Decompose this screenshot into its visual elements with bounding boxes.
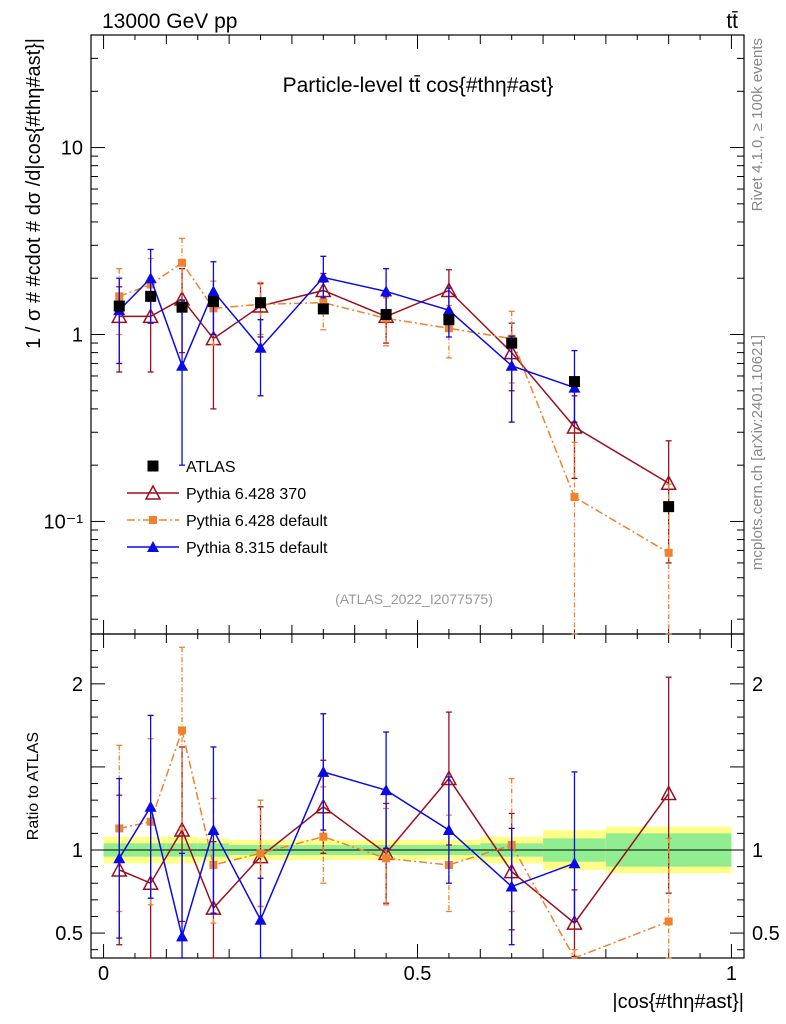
atlas-point	[255, 297, 267, 309]
ratio-pythia-8-315-default-point	[380, 784, 393, 796]
atlas-point	[207, 296, 219, 308]
main-pythia-8-315-default-point	[442, 304, 455, 316]
process-label: tt̄	[726, 10, 738, 33]
ratio-pythia-6-428-370-point	[566, 914, 583, 930]
ratio-pythia-6-428-default-point	[178, 726, 187, 735]
main-pythia-8-315-default-point	[505, 359, 518, 371]
atlas-point	[317, 303, 329, 315]
ratio-plot-frame	[90, 633, 745, 959]
ratio-pythia-8-315-default-point	[442, 824, 455, 836]
main-pythia-6-428-default-point	[178, 258, 187, 267]
legend-label: Pythia 6.428 default	[186, 513, 328, 530]
ratio-pythia-6-428-370-point	[205, 899, 222, 915]
ratio-pythia-6-428-370-point	[173, 821, 191, 837]
main-pythia-6-428-370-point	[566, 418, 583, 434]
x-tick-label: 0	[98, 963, 109, 985]
energy-label: 13000 GeV pp	[102, 10, 237, 33]
main-pythia-8-315-default-point	[144, 272, 157, 284]
watermark: (ATLAS_2022_I2077575)	[335, 591, 493, 607]
main-pythia-6-428-default-point	[664, 548, 673, 557]
ratio-y-tick-label: 2	[752, 674, 763, 696]
ratio-pythia-8-315-default-point	[505, 880, 518, 892]
ratio-pythia-8-315-default-line	[118, 771, 575, 940]
ratio-y-tick-label: 0.5	[752, 923, 780, 945]
atlas-point	[506, 337, 518, 349]
ratio-pythia-6-428-default-point	[664, 917, 673, 926]
main-pythia-8-315-default-point	[254, 341, 267, 353]
legend-label: Pythia 6.428 370	[186, 486, 306, 503]
atlas-point	[568, 376, 580, 388]
legend-marker	[149, 516, 157, 524]
main-pythia-8-315-default-point	[207, 285, 220, 297]
main-pythia-8-315-default-line	[118, 276, 575, 389]
main-pythia-8-315-default-point	[568, 381, 581, 393]
atlas-point	[113, 300, 125, 312]
main-y-axis-label: 1 / σ # #cdot # dσ /d|cos{#thη#ast}|	[23, 38, 45, 349]
ratio-y-tick-label: 0.5	[55, 923, 83, 945]
legend-marker	[147, 541, 159, 552]
atlas-point	[443, 314, 455, 326]
ratio-pythia-8-315-default-point	[113, 852, 126, 864]
main-y-tick-label: 10	[61, 138, 83, 160]
ratio-pythia-8-315-default-point	[176, 930, 189, 942]
main-pythia-6-428-default-point	[570, 493, 579, 502]
main-y-tick-label: 1	[72, 325, 83, 347]
ratio-pythia-6-428-default-point	[256, 849, 265, 858]
main-y-tick-label: 10⁻¹	[44, 511, 84, 533]
ratio-pythia-6-428-370-point	[660, 784, 677, 801]
ratio-pythia-8-315-default-point	[254, 913, 267, 925]
legend-marker	[144, 484, 162, 500]
atlas-point	[380, 308, 392, 320]
legend-atlas-marker	[147, 460, 159, 472]
main-pythia-6-428-default-line	[118, 261, 670, 554]
atlas-point	[176, 301, 188, 313]
legend-label: ATLAS	[186, 459, 236, 476]
x-tick-label: 1	[726, 963, 737, 985]
atlas-point	[145, 290, 157, 302]
main-pythia-8-315-default-point	[176, 359, 189, 371]
ratio-pythia-6-428-default-point	[319, 832, 328, 841]
ratio-pythia-6-428-default-point	[382, 854, 391, 863]
ratio-y-tick-label: 1	[72, 840, 83, 862]
main-pythia-8-315-default-point	[317, 271, 330, 283]
main-pythia-6-428-default-point	[319, 298, 328, 307]
ratio-pythia-8-315-default-point	[144, 800, 157, 812]
side-mcplots-label: mcplots.cern.ch [arXiv:2401.10621]	[749, 335, 766, 570]
ratio-pythia-8-315-default-point	[317, 765, 330, 777]
ratio-y-tick-label: 2	[72, 674, 83, 696]
x-axis-label: |cos{#thη#ast}|	[612, 991, 744, 1013]
side-rivet-label: Rivet 4.1.0, ≥ 100k events	[749, 38, 766, 211]
plot-layer: 0 0.5 1 10⁻¹ 1 10 0.5 0.5 1 1 2 2 ATLAS Pythia 6.428 …	[44, 34, 780, 985]
ratio-pythia-8-315-default-point	[207, 824, 220, 836]
ratio-pythia-8-315-default-point	[568, 857, 581, 869]
main-pythia-8-315-default-point	[380, 285, 393, 297]
ratio-y-tick-label: 1	[752, 840, 763, 862]
legend-label: Pythia 8.315 default	[186, 540, 328, 557]
x-tick-label: 0.5	[404, 963, 432, 985]
ratio-y-axis-label: Ratio to ATLAS	[25, 732, 42, 840]
plot-title: Particle-level tt̄ cos{#thη#ast}	[283, 74, 554, 97]
atlas-point	[663, 501, 675, 513]
